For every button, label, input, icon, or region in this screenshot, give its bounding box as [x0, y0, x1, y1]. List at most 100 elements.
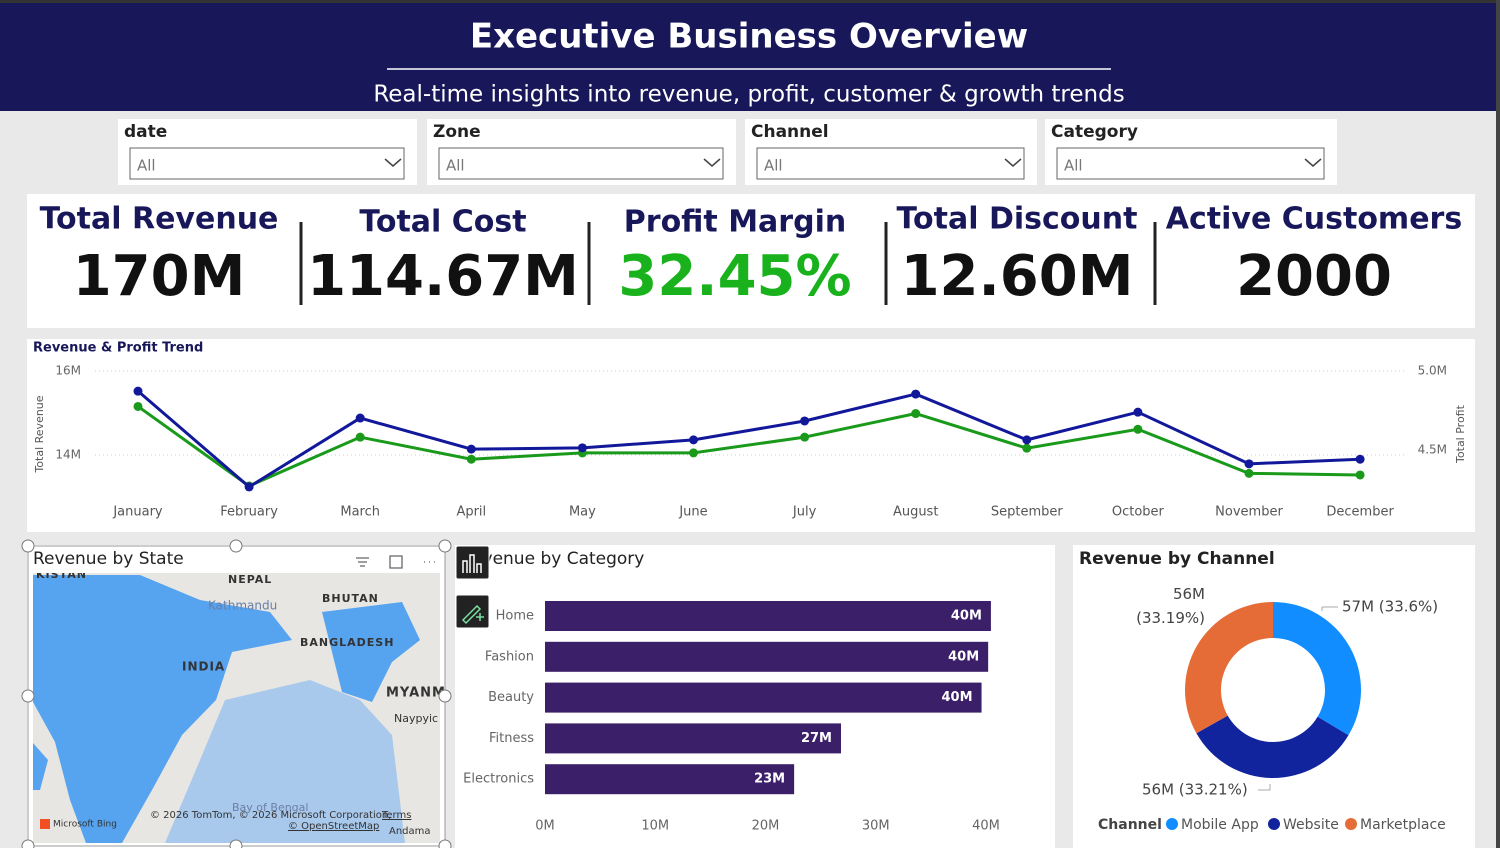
filter-dropdown[interactable] [129, 147, 405, 180]
series-point [911, 389, 921, 399]
kpi-label: Active Customers [1166, 202, 1462, 237]
x-tick-label: November [1215, 505, 1283, 520]
series-point [355, 413, 365, 423]
series-point [1244, 459, 1254, 469]
map-label: Naypyic [394, 712, 438, 725]
kpi-value: 170M [73, 244, 246, 309]
series-point [355, 432, 365, 442]
map-label: BANGLADESH [300, 636, 394, 649]
x-tick-label: 30M [862, 819, 890, 834]
filter-dropdown[interactable] [1056, 147, 1325, 180]
map-state-fill [33, 575, 292, 843]
selection-handle [21, 539, 35, 553]
filter-label: Zone [433, 122, 481, 142]
bar-value-label: 40M [951, 609, 982, 624]
selection-handle [229, 539, 243, 553]
x-tick-label: June [678, 505, 707, 520]
x-tick-label: July [792, 505, 817, 520]
x-tick-label: 40M [972, 819, 1000, 834]
y-tick-label: Fitness [489, 731, 534, 746]
chart-title: Revenue by Category [461, 549, 644, 569]
series-point [800, 416, 810, 426]
donut-slice [1273, 602, 1361, 736]
selection-handle [229, 839, 243, 848]
y-tick-label: 16M [55, 364, 81, 378]
x-tick-label: 0M [535, 819, 555, 834]
filter-label: Category [1051, 122, 1138, 142]
series-point [1133, 424, 1143, 434]
kpi-label: Total Revenue [40, 202, 279, 237]
x-tick-label: January [112, 505, 163, 520]
donut-slice [1196, 715, 1349, 779]
visual-icon-glyph [462, 554, 482, 573]
y2-tick-label: 5.0M [1418, 364, 1447, 378]
y2-axis-title: Total Profit [1454, 404, 1467, 464]
visual-icon[interactable] [455, 545, 490, 580]
series-point [689, 435, 698, 445]
series-line [137, 405, 1361, 488]
legend-label: Mobile App [1181, 817, 1259, 833]
x-tick-label: August [893, 505, 939, 520]
x-tick-label: 10M [641, 819, 669, 834]
kpi-label: Profit Margin [624, 205, 846, 240]
series-point [577, 443, 587, 453]
kpi-label: Total Cost [359, 205, 526, 240]
legend-swatch [1345, 818, 1357, 830]
dropdown-chevron [703, 158, 721, 167]
legend-label: Website [1283, 817, 1339, 833]
map-state-fill [322, 602, 420, 702]
leader-line [1321, 606, 1338, 611]
page-title: Executive Business Overview [470, 17, 1028, 57]
filter-dropdown[interactable] [438, 147, 724, 180]
series-point [800, 432, 810, 442]
filter-label: date [124, 122, 167, 142]
header-band [0, 0, 1500, 111]
bar [545, 641, 989, 672]
legend-title: Channel [1098, 817, 1162, 833]
x-tick-label: March [340, 505, 380, 520]
filter-dropdown[interactable] [756, 147, 1025, 180]
legend-swatch [1268, 818, 1280, 830]
leader-line [1258, 784, 1271, 791]
series-point [1355, 470, 1365, 480]
filter-value: All [446, 157, 465, 175]
slice-label: 56M (33.19%) [1136, 585, 1205, 627]
bar-value-label: 23M [754, 772, 785, 787]
map-label: BHUTAN [322, 592, 379, 605]
filter-value: All [137, 157, 156, 175]
kpi-value: 2000 [1236, 244, 1392, 309]
map-label: Andama [389, 826, 431, 837]
x-tick-label: May [569, 505, 596, 520]
dropdown-chevron [384, 158, 402, 167]
series-point [1355, 454, 1365, 464]
kpi-value: 32.45% [618, 244, 851, 309]
selection-handle [438, 689, 452, 703]
map-header-icons [356, 555, 435, 569]
y-tick-label: Fashion [485, 649, 534, 664]
bar-value-label: 40M [942, 690, 973, 705]
selection-handle [21, 689, 35, 703]
series-point [244, 482, 254, 492]
bar [545, 764, 795, 795]
bar [545, 723, 841, 754]
map-label: Microsoft Bing [53, 820, 117, 830]
x-tick-label: 20M [752, 819, 780, 834]
map-label: © OpenStreetMap [288, 821, 379, 832]
y-tick-label: Electronics [463, 772, 534, 787]
bar-value-label: 40M [948, 649, 979, 664]
dropdown-chevron [1304, 158, 1322, 167]
bar [545, 601, 991, 631]
x-tick-label: April [456, 505, 486, 520]
map-label: INDIA [182, 660, 225, 674]
map-ocean [165, 680, 405, 843]
legend-label: Marketplace [1360, 817, 1446, 833]
map-label: MYANM [386, 686, 446, 701]
x-tick-label: December [1326, 505, 1394, 520]
visual-icon-glyph [461, 604, 484, 625]
bar [545, 682, 982, 713]
map-label: NEPAL [228, 573, 272, 586]
bing-logo [40, 819, 50, 829]
x-tick-label: October [1112, 505, 1165, 520]
series-line [137, 390, 1361, 489]
